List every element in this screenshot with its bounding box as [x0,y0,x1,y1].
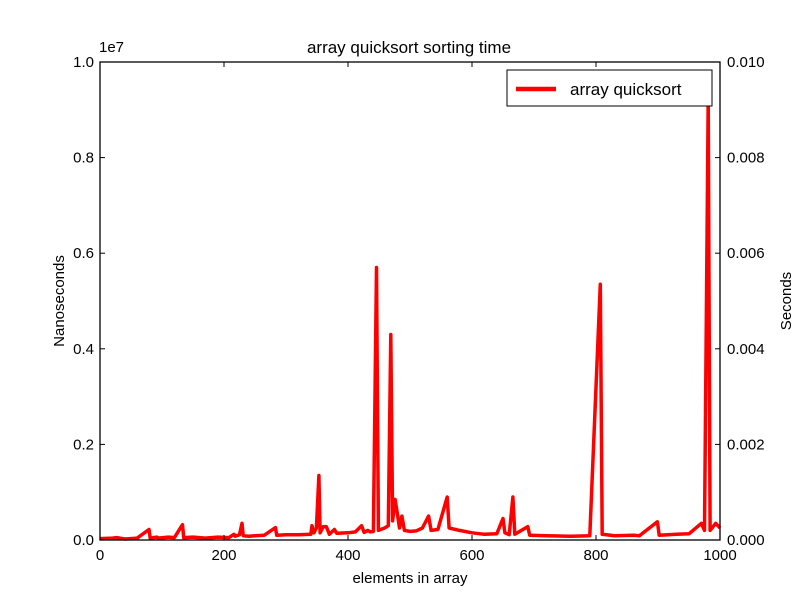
y-offset-label: 1e7 [99,39,124,56]
y-tick-label: 0.6 [73,245,94,262]
y2-tick-label: 0.002 [727,436,765,453]
chart-title: array quicksort sorting time [307,38,511,57]
y2-tick-label: 0.004 [727,341,765,358]
y-tick-label: 0.2 [73,436,94,453]
y2-tick-label: 0.006 [727,245,765,262]
y-tick-label: 0.0 [73,532,94,549]
y2-tick-label: 0.008 [727,150,765,167]
x-tick-label: 1000 [703,547,736,564]
series-line-0 [99,98,722,541]
x-ticks: 0 200 400 600 800 1000 [96,62,737,564]
y2-ticks: 0.000 0.002 0.004 0.006 0.008 0.010 [715,54,765,549]
x-tick-label: 600 [459,547,484,564]
y-tick-label: 1.0 [73,54,94,71]
x-axis-label: elements in array [352,570,468,587]
legend: array quicksort [506,69,713,107]
y-tick-label: 0.4 [73,341,94,358]
x-tick-label: 800 [583,547,608,564]
y2-axis-label: Seconds [778,272,795,330]
x-tick-label: 400 [335,547,360,564]
legend-label: array quicksort [570,80,682,99]
y-axis-label: Nanoseconds [51,255,68,347]
y-tick-label: 0.8 [73,150,94,167]
x-tick-label: 0 [96,547,104,564]
plot-frame [99,61,721,541]
plot-layer [99,98,722,541]
y2-tick-label: 0.000 [727,532,765,549]
y2-tick-label: 0.010 [727,54,765,71]
y-ticks: 0.0 0.2 0.4 0.6 0.8 1.0 [73,54,105,549]
x-tick-label: 200 [211,547,236,564]
